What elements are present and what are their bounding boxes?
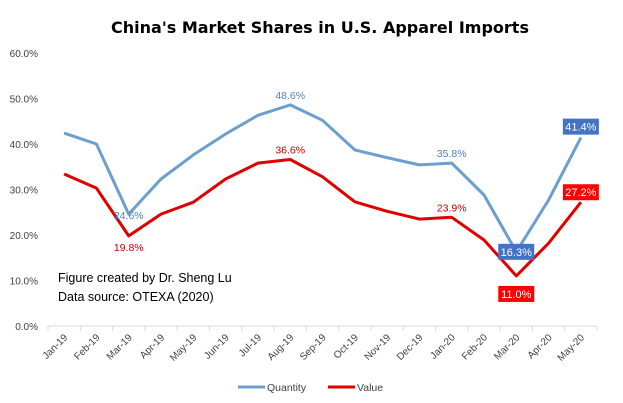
data-labels: 24.6% 48.6% 35.8% 16.3% 41.4% 19.8% 36.6% 23.9%… [114,90,599,302]
y-tick-label: 60.0% [10,49,38,60]
x-axis: Jan-19 Feb-19 Mar-19 Apr-19 May-19 Jun-19 Jul-… [41,325,598,364]
x-tick-label: Jan-19 [41,332,71,362]
x-tick-label: Jun-19 [202,332,232,362]
chart-title: China's Market Shares in U.S. Apparel Im… [111,18,529,37]
data-label-box [562,184,599,201]
y-tick-label: 10.0% [10,277,38,288]
data-label: 48.6% [275,90,305,102]
data-label: 36.6% [275,144,305,156]
data-label: 41.4% [565,122,596,134]
y-tick-label: 50.0% [10,95,38,106]
data-label: 27.2% [565,187,596,199]
data-label-box [562,118,599,135]
series-line-value [63,158,583,278]
x-tick-label: Feb-20 [460,332,490,362]
series-group [63,103,583,278]
annotation-credit: Figure created by Dr. Sheng Lu [58,271,232,285]
data-label: 24.6% [114,210,144,222]
x-tick-label: Aug-19 [266,332,297,363]
x-tick-label: Feb-19 [72,332,102,362]
x-tick-label: Apr-20 [526,332,555,361]
annotation-source: Data source: OTEXA (2020) [58,290,214,304]
data-label: 11.0% [501,289,532,301]
x-tick-label: Apr-19 [138,332,167,361]
data-label: 35.8% [437,148,467,160]
data-label-box [498,243,535,260]
series-line-quantity [63,103,583,254]
x-tick-label: May-20 [556,332,588,364]
x-tick-label: May-19 [168,332,200,364]
y-tick-label: 40.0% [10,140,38,151]
data-label: 16.3% [501,247,532,259]
legend: Quantity Value [238,382,383,394]
x-tick-label: Jan-20 [428,332,458,362]
x-tick-label: Oct-19 [332,332,361,361]
x-tick-label: Jul-19 [237,332,264,359]
x-tick-label: Dec-19 [395,332,426,363]
y-tick-label: 30.0% [10,186,38,197]
y-tick-label: 0.0% [15,322,38,333]
legend-label-value: Value [357,382,383,394]
y-axis: 0.0% 10.0% 20.0% 30.0% 40.0% 50.0% 60.0% [10,49,38,333]
x-tick-label: Mar-20 [492,332,522,362]
x-tick-label: Mar-19 [105,332,135,362]
x-tick-label: Sep-19 [298,332,329,363]
x-tick-label: Nov-19 [363,332,394,363]
data-label: 23.9% [437,202,467,214]
data-label-box [498,285,535,302]
data-label: 19.8% [114,242,144,254]
y-tick-label: 20.0% [10,231,38,242]
legend-label-quantity: Quantity [267,382,307,394]
